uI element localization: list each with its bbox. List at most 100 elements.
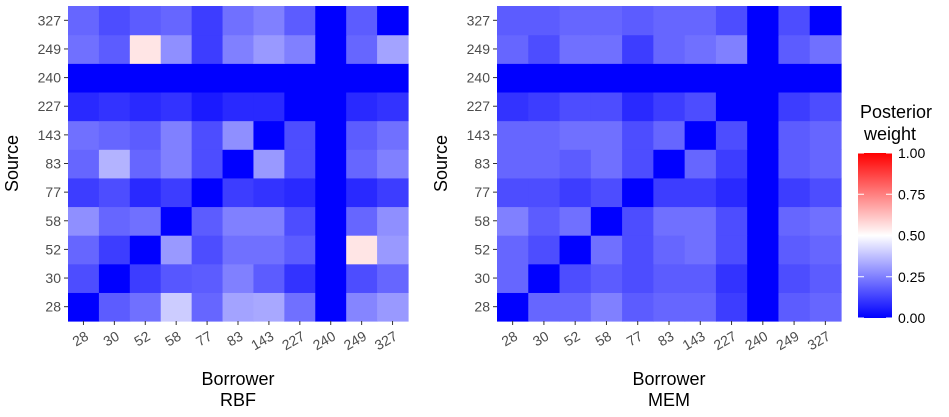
heatmap-cell	[778, 177, 811, 208]
y-tick-label: 28	[474, 299, 490, 315]
heatmap-cell	[715, 63, 748, 93]
heatmap-cell	[497, 149, 529, 179]
heatmap-cell	[715, 263, 748, 293]
heatmap-cell	[160, 292, 193, 322]
heatmap-cell	[684, 292, 717, 322]
heatmap-cell	[346, 292, 378, 322]
heatmap-cell	[809, 292, 842, 322]
y-tick-label: 249	[38, 41, 62, 57]
y-tick-label: 83	[45, 156, 61, 172]
heatmap-cell	[684, 177, 717, 208]
x-tick-label: 240	[310, 328, 338, 354]
heatmap-cell	[653, 120, 686, 150]
heatmap-cell	[346, 34, 378, 64]
legend: Posterior weight 1.00 0.75 0.50 0.25 0.00	[858, 102, 932, 326]
heatmap-cell	[559, 34, 592, 64]
heatmap-cell	[129, 63, 162, 93]
heatmap-cell	[497, 292, 529, 322]
x-tick-label: 28	[499, 328, 521, 350]
heatmap-cell	[778, 6, 811, 36]
legend-ticks: 1.00 0.75 0.50 0.25 0.00	[858, 145, 925, 326]
y-tick-label: 52	[45, 241, 61, 257]
heatmap-cell	[346, 263, 378, 293]
heatmap-cell	[715, 177, 748, 208]
heatmap-cell	[497, 263, 529, 293]
heatmap-cell	[222, 63, 255, 93]
heatmap-cell	[778, 292, 811, 322]
heatmap-cell	[528, 34, 561, 64]
heatmap-cell	[377, 120, 409, 150]
heatmap-cell	[684, 91, 717, 122]
heatmap-cell	[497, 235, 529, 265]
heatmap-cell	[377, 263, 409, 293]
heatmap-cell	[528, 263, 561, 293]
heatmap-cell	[253, 6, 285, 36]
heatmap-cell	[253, 63, 285, 93]
heatmap-cell	[346, 149, 378, 179]
heatmap-cell	[284, 34, 316, 64]
heatmap-cell	[315, 6, 347, 36]
heatmap-cell	[68, 206, 100, 236]
heatmap-cell	[622, 177, 654, 208]
x-tick-label: 143	[248, 328, 276, 354]
heatmap-cell	[68, 6, 100, 36]
heatmap-cell	[559, 235, 592, 265]
heatmap-cell	[98, 6, 131, 36]
heatmap-cell	[191, 149, 224, 179]
heatmap-cell	[222, 235, 255, 265]
x-tick-label: 249	[341, 328, 369, 354]
heatmap-cell	[747, 206, 780, 236]
heatmap-cell	[622, 263, 654, 293]
heatmap-cell	[747, 6, 780, 36]
heatmap-cell	[346, 120, 378, 150]
heatmap-cell	[653, 206, 686, 236]
y-tick-label: 249	[467, 41, 491, 57]
x-tick-label: 58	[592, 328, 614, 350]
heatmap-cell	[747, 177, 780, 208]
heatmap-cell	[684, 235, 717, 265]
heatmap-cell	[222, 292, 255, 322]
heatmap-cell	[377, 235, 409, 265]
heatmap-cell	[191, 177, 224, 208]
heatmap-cell	[315, 206, 347, 236]
x-tick-label: 327	[372, 328, 400, 354]
heatmap-cell	[377, 206, 409, 236]
heatmap-cell	[129, 292, 162, 322]
x-tick-label: 77	[193, 328, 215, 350]
heatmap-cell	[284, 149, 316, 179]
heatmap-cell	[715, 235, 748, 265]
heatmap-cell	[684, 263, 717, 293]
heatmap-cell	[68, 149, 100, 179]
heatmap-cell	[284, 91, 316, 122]
heatmap-cell	[559, 63, 592, 93]
heatmap-cell	[98, 149, 131, 179]
heatmap-cell	[222, 149, 255, 179]
heatmap-cell	[98, 206, 131, 236]
heatmap-cell	[590, 149, 623, 179]
heatmap-cell	[68, 235, 100, 265]
heatmap-cell	[778, 235, 811, 265]
heatmap-cell	[778, 34, 811, 64]
x-tick-label: 227	[711, 328, 739, 354]
heatmap-cell	[497, 91, 529, 122]
heatmap-cell	[778, 206, 811, 236]
legend-tick-label: 0.75	[898, 186, 925, 202]
heatmap-cell	[253, 263, 285, 293]
heatmap-cell	[129, 34, 162, 64]
heatmap-cell	[377, 91, 409, 122]
y-tick-label: 77	[474, 184, 490, 200]
heatmap-cell	[284, 6, 316, 36]
x-tick-label: 30	[530, 328, 552, 350]
heatmap-cell	[715, 149, 748, 179]
heatmap-cell	[747, 120, 780, 150]
heatmap-cell	[222, 6, 255, 36]
heatmap-cell	[497, 6, 529, 36]
heatmap-cell	[160, 177, 193, 208]
heatmap-cell	[377, 177, 409, 208]
heatmap-cell	[809, 6, 842, 36]
heatmap-cell	[68, 263, 100, 293]
heatmap-cell	[253, 120, 285, 150]
heatmap-cell	[747, 91, 780, 122]
